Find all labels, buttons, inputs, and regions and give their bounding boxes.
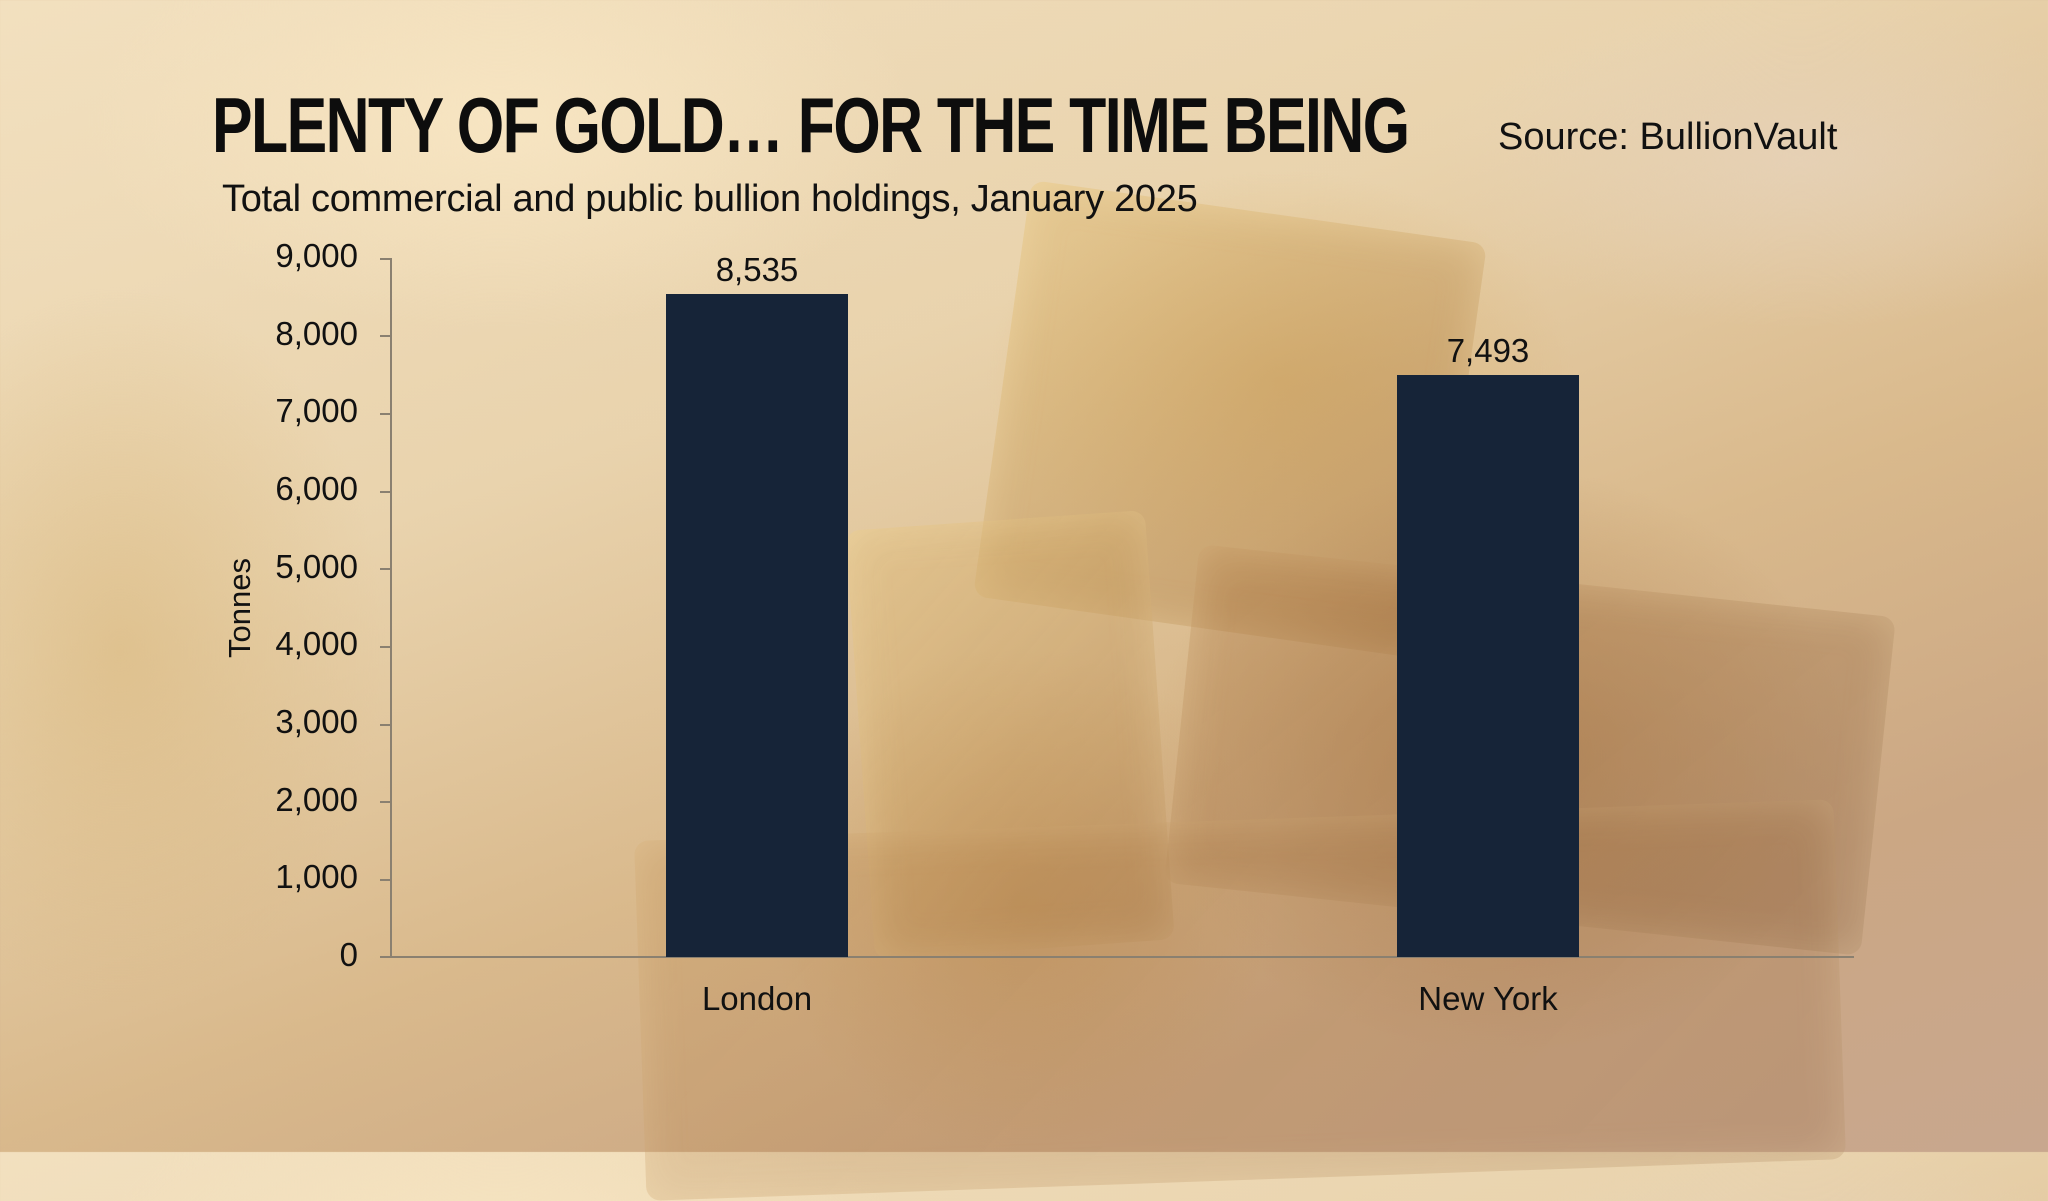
y-tick-mark [380, 724, 391, 726]
y-tick-label: 9,000 [275, 237, 358, 274]
chart-title: PLENTY OF GOLD… FOR THE TIME BEING [212, 81, 1410, 169]
y-tick-label: 4,000 [275, 625, 358, 662]
y-axis-line [390, 258, 392, 958]
y-tick-label: 3,000 [275, 703, 358, 740]
y-tick-mark [380, 801, 391, 803]
y-tick-mark [380, 258, 391, 260]
bar-new-york [1397, 375, 1579, 957]
y-tick-label: 5,000 [275, 548, 358, 585]
bar-value-label-london: 8,535 [715, 251, 799, 288]
x-category-label-new-york: New York [1418, 980, 1558, 1017]
y-tick-label: 1,000 [275, 858, 358, 895]
y-tick-label: 0 [339, 936, 358, 973]
y-tick-mark [380, 646, 391, 648]
y-tick-label: 7,000 [275, 392, 358, 429]
y-tick-mark [380, 413, 391, 415]
y-tick-mark [380, 491, 391, 493]
y-tick-label: 6,000 [275, 470, 358, 507]
y-tick-label: 8,000 [275, 315, 358, 352]
source-note: Source: BullionVault [1498, 116, 1838, 158]
x-category-label-london: London [701, 980, 813, 1017]
y-tick-mark [380, 335, 391, 337]
y-tick-mark [380, 568, 391, 570]
chart-subtitle: Total commercial and public bullion hold… [222, 178, 1198, 220]
bar-value-label-new-york: 7,493 [1446, 332, 1530, 369]
bar-london [666, 294, 848, 957]
y-tick-label: 2,000 [275, 781, 358, 818]
x-axis-line [380, 956, 1854, 958]
y-tick-mark [380, 879, 391, 881]
